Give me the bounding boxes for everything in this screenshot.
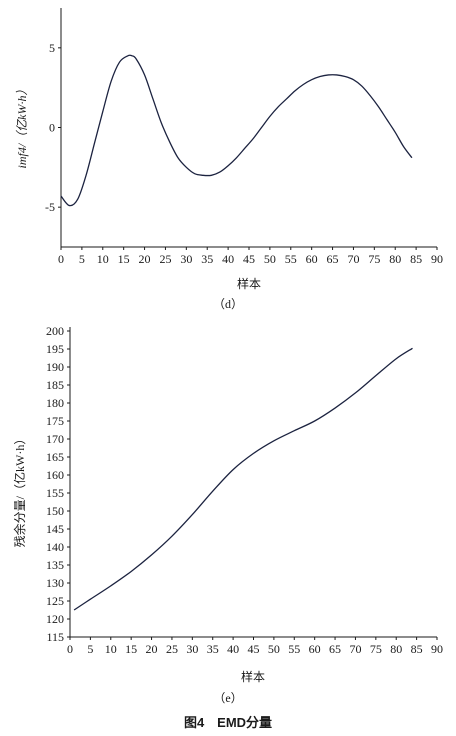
d-x-tick-label: 60 (306, 252, 318, 266)
panel-d-chart: 0 5 10 15 20 25 30 35 40 45 50 55 60 65 70 75 80 85 90 -5 0… (15, 8, 443, 311)
d-y-tick-label: 0 (49, 121, 55, 135)
d-y-tick-label: 5 (49, 41, 55, 55)
d-x-tick-label: 65 (327, 252, 339, 266)
d-x-tick-label: 10 (97, 252, 109, 266)
panel-e-x-axis-label: 样本 (241, 669, 265, 684)
d-x-tick-label: 45 (243, 252, 255, 266)
e-x-tick-label: 30 (186, 642, 198, 656)
e-y-tick-label: 130 (46, 576, 64, 590)
e-y-tick-label: 160 (46, 468, 64, 482)
panel-d-label: （d） (213, 297, 243, 311)
e-x-tick-label: 75 (370, 642, 382, 656)
e-y-tick-label: 150 (46, 504, 64, 518)
panel-d-x-axis-label: 样本 (237, 276, 261, 291)
d-x-tick-label: 0 (58, 252, 64, 266)
d-x-tick-label: 85 (410, 252, 422, 266)
e-y-tick-label: 185 (46, 378, 64, 392)
e-x-tick-label: 55 (288, 642, 300, 656)
d-x-tick-label: 25 (159, 252, 171, 266)
e-x-tick-label: 85 (411, 642, 423, 656)
e-x-tick-label: 80 (390, 642, 402, 656)
e-y-tick-label: 135 (46, 558, 64, 572)
d-x-tick-label: 30 (180, 252, 192, 266)
d-x-tick-label: 40 (222, 252, 234, 266)
d-y-tick-label: -5 (45, 200, 55, 214)
e-x-tick-label: 40 (227, 642, 239, 656)
d-x-tick-label: 20 (139, 252, 151, 266)
e-y-tick-label: 115 (46, 630, 64, 644)
e-x-tick-label: 50 (268, 642, 280, 656)
panel-e-chart: 0 5 10 15 20 25 30 35 40 45 50 55 60 65 70 75 80 85 90 115… (12, 324, 443, 705)
e-y-tick-label: 200 (46, 324, 64, 338)
e-x-tick-label: 70 (349, 642, 361, 656)
e-y-tick-label: 145 (46, 522, 64, 536)
d-x-tick-label: 80 (389, 252, 401, 266)
d-x-tick-label: 90 (431, 252, 443, 266)
e-y-tick-label: 165 (46, 450, 64, 464)
e-x-tick-label: 5 (87, 642, 93, 656)
e-y-tick-label: 140 (46, 540, 64, 554)
e-x-tick-label: 60 (309, 642, 321, 656)
e-x-tick-label: 90 (431, 642, 443, 656)
e-y-tick-label: 155 (46, 486, 64, 500)
e-x-tick-label: 10 (105, 642, 117, 656)
d-x-tick-label: 15 (118, 252, 130, 266)
panel-d-series-line (60, 54, 413, 207)
e-y-tick-label: 120 (46, 612, 64, 626)
e-x-tick-label: 15 (125, 642, 137, 656)
panel-e-label: （e） (213, 691, 242, 705)
panel-e-series-line (73, 347, 413, 611)
figure-caption: 图4 EMD分量 (184, 715, 272, 730)
e-x-tick-label: 20 (146, 642, 158, 656)
e-x-tick-label: 65 (329, 642, 341, 656)
e-y-tick-label: 190 (46, 360, 64, 374)
d-x-tick-label: 75 (368, 252, 380, 266)
e-y-tick-label: 175 (46, 414, 64, 428)
e-x-tick-label: 35 (207, 642, 219, 656)
e-y-tick-label: 180 (46, 396, 64, 410)
e-x-tick-label: 25 (166, 642, 178, 656)
e-x-tick-label: 0 (67, 642, 73, 656)
d-x-tick-label: 55 (285, 252, 297, 266)
d-x-tick-label: 5 (79, 252, 85, 266)
d-x-tick-label: 35 (201, 252, 213, 266)
d-x-tick-label: 50 (264, 252, 276, 266)
e-y-tick-label: 125 (46, 594, 64, 608)
e-x-tick-label: 45 (248, 642, 260, 656)
e-y-tick-label: 170 (46, 432, 64, 446)
panel-d-y-axis-label: imf4/（亿kW·h） (15, 84, 29, 169)
panel-e-y-axis-label: 残余分量/（亿kW·h） (12, 433, 27, 548)
e-y-tick-label: 195 (46, 342, 64, 356)
d-x-tick-label: 70 (347, 252, 359, 266)
